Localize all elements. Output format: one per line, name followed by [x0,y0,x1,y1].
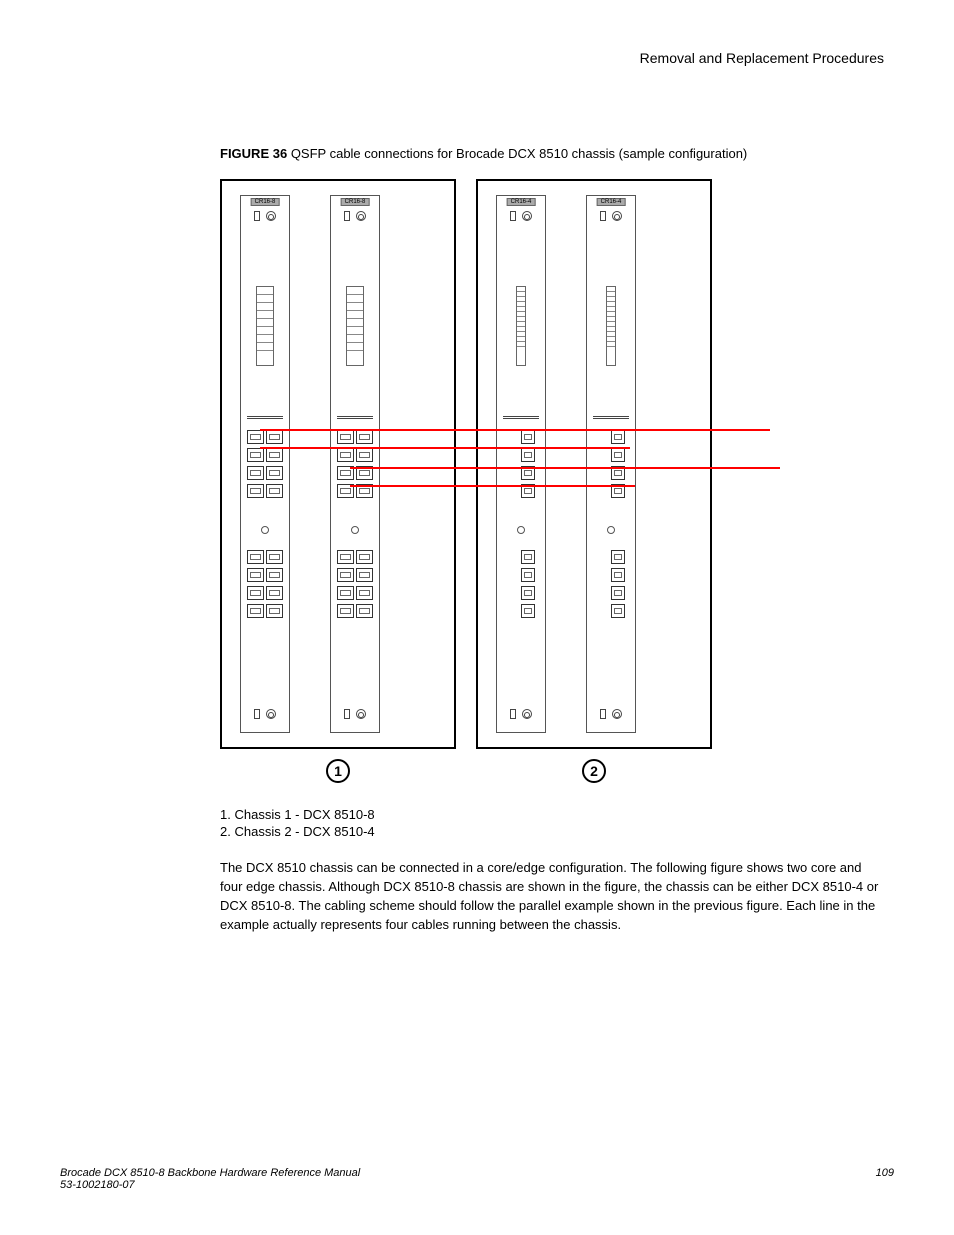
footer-page-number: 109 [876,1167,894,1191]
upper-port-block [593,426,629,536]
figure-label: FIGURE 36 [220,146,287,161]
blade-label: CR16-4 [597,198,626,206]
bottom-fastener [251,708,279,720]
upper-port-block [337,426,373,536]
section-header: Removal and Replacement Procedures [60,50,894,66]
figure-caption-text: QSFP cable connections for Brocade DCX 8… [291,146,747,161]
figure-legend: 1. Chassis 1 - DCX 8510-8 2. Chassis 2 -… [220,807,884,839]
lower-port-block [503,546,539,656]
callout-row: 1 2 [220,759,884,783]
body-paragraph: The DCX 8510 chassis can be connected in… [220,859,884,934]
upper-port-block [503,426,539,536]
legend-item: 1. Chassis 1 - DCX 8510-8 [220,807,884,822]
upper-port-block [247,426,283,536]
footer-manual-title: Brocade DCX 8510-8 Backbone Hardware Ref… [60,1167,360,1179]
blade-2-1: CR16-4 [496,195,546,733]
blade-1-2: CR16-8 [330,195,380,733]
lower-port-block [247,546,283,656]
status-block [346,286,364,366]
blade-label: CR16-8 [341,198,370,206]
status-block [606,286,616,366]
figure-caption: FIGURE 36 QSFP cable connections for Bro… [220,146,884,161]
lower-port-block [593,546,629,656]
bottom-fastener [341,708,369,720]
lower-port-block [337,546,373,656]
top-fastener [251,210,279,222]
bottom-fastener [507,708,535,720]
blade-2-2: CR16-4 [586,195,636,733]
legend-item: 2. Chassis 2 - DCX 8510-4 [220,824,884,839]
status-block [256,286,274,366]
top-fastener [507,210,535,222]
chassis-2: CR16-4 [476,179,712,749]
status-block [516,286,526,366]
callout-2: 2 [582,759,606,783]
footer-doc-number: 53-1002180-07 [60,1179,360,1191]
figure-diagram: CR16-8 [220,179,884,749]
top-fastener [597,210,625,222]
callout-1: 1 [326,759,350,783]
chassis-1: CR16-8 [220,179,456,749]
bottom-fastener [597,708,625,720]
top-fastener [341,210,369,222]
blade-label: CR16-4 [507,198,536,206]
page-footer: Brocade DCX 8510-8 Backbone Hardware Ref… [60,1167,894,1191]
blade-label: CR16-8 [251,198,280,206]
blade-1-1: CR16-8 [240,195,290,733]
